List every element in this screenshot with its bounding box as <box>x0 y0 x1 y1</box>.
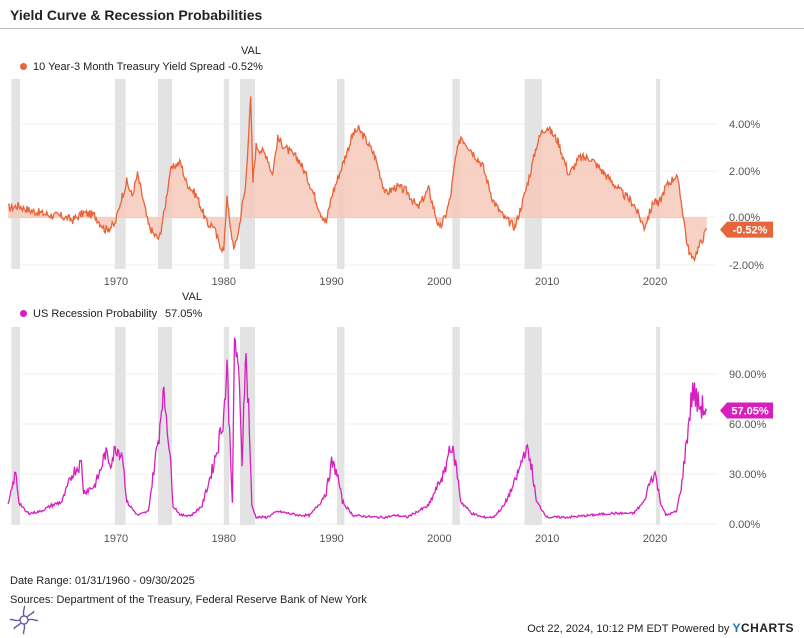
x-tick-label-0-5: 2020 <box>643 276 667 288</box>
y-tick-label-1-1: 60.00% <box>729 419 767 431</box>
y-tick-label-1-3: 0.00% <box>729 519 760 531</box>
recession-band-0-0 <box>11 79 20 269</box>
y-tick-label-0-2: 0.00% <box>729 212 760 224</box>
recession-band-1-3 <box>223 327 230 525</box>
ycharts-logo[interactable]: YCHARTS <box>732 621 794 635</box>
recession-band-1-2 <box>157 327 173 525</box>
recession-band-0-1 <box>114 79 126 269</box>
x-tick-label-0-1: 1980 <box>212 276 236 288</box>
page-title: Yield Curve & Recession Probabilities <box>10 7 263 23</box>
probability-line <box>7 337 708 520</box>
last-value-badge-1 <box>720 402 773 419</box>
spread-area <box>8 96 707 261</box>
x-tick-label-1-1: 1980 <box>212 533 236 545</box>
y-tick-label-1-0: 90.00% <box>729 369 767 381</box>
x-tick-label-1-2: 1990 <box>319 533 343 545</box>
legend-dot-spread <box>20 63 27 70</box>
y-tick-label-0-3: -2.00% <box>729 260 764 272</box>
date-range: Date Range: 01/31/1960 - 09/30/2025 <box>10 575 195 587</box>
title-divider <box>0 28 804 29</box>
legend-label-prob: US Recession Probability <box>33 308 158 320</box>
last-value-label-1: 57.05% <box>731 405 769 417</box>
ycharts-logo-y: Y <box>732 621 741 635</box>
y-tick-label-0-1: 2.00% <box>729 166 760 178</box>
legend-label-spread: 10 Year-3 Month Treasury Yield Spread <box>33 61 226 73</box>
spread-line <box>7 96 708 263</box>
val-header-prob: VAL <box>182 291 202 303</box>
x-tick-label-1-3: 2000 <box>427 533 451 545</box>
x-tick-label-1-0: 1970 <box>104 533 128 545</box>
timestamp: Oct 22, 2024, 10:12 PM EDT Powered by YC… <box>527 621 794 635</box>
recession-band-1-8 <box>656 327 661 525</box>
recession-band-0-3 <box>223 79 230 269</box>
sources: Sources: Department of the Treasury, Fed… <box>10 594 367 606</box>
legend-dot-prob <box>20 310 27 317</box>
legend-value-spread: -0.52% <box>228 61 263 73</box>
x-tick-label-0-0: 1970 <box>104 276 128 288</box>
timestamp-text: Oct 22, 2024, 10:12 PM EDT Powered by <box>527 623 730 635</box>
recession-band-1-4 <box>239 327 256 525</box>
val-header-spread: VAL <box>241 45 261 57</box>
x-tick-label-0-4: 2010 <box>535 276 559 288</box>
recession-band-0-8 <box>656 79 661 269</box>
recession-band-1-5 <box>336 327 345 525</box>
recession-band-1-0 <box>11 327 20 525</box>
legend-value-prob: 57.05% <box>165 308 203 320</box>
last-value-label-0: -0.52% <box>733 225 768 237</box>
logo-icon <box>9 605 39 635</box>
x-tick-label-0-3: 2000 <box>427 276 451 288</box>
recession-band-1-7 <box>524 327 542 525</box>
y-tick-label-1-2: 30.00% <box>729 469 767 481</box>
x-tick-label-0-2: 1990 <box>319 276 343 288</box>
x-tick-label-1-4: 2010 <box>535 533 559 545</box>
ycharts-logo-text: CHARTS <box>741 621 794 635</box>
x-tick-label-1-5: 2020 <box>643 533 667 545</box>
last-value-badge-0 <box>720 221 773 238</box>
legend-prob[interactable]: US Recession Probability <box>20 308 157 320</box>
y-tick-label-0-0: 4.00% <box>729 119 760 131</box>
recession-band-1-6 <box>452 327 460 525</box>
legend-spread[interactable]: 10 Year-3 Month Treasury Yield Spread <box>20 61 225 73</box>
recession-band-1-1 <box>114 327 126 525</box>
